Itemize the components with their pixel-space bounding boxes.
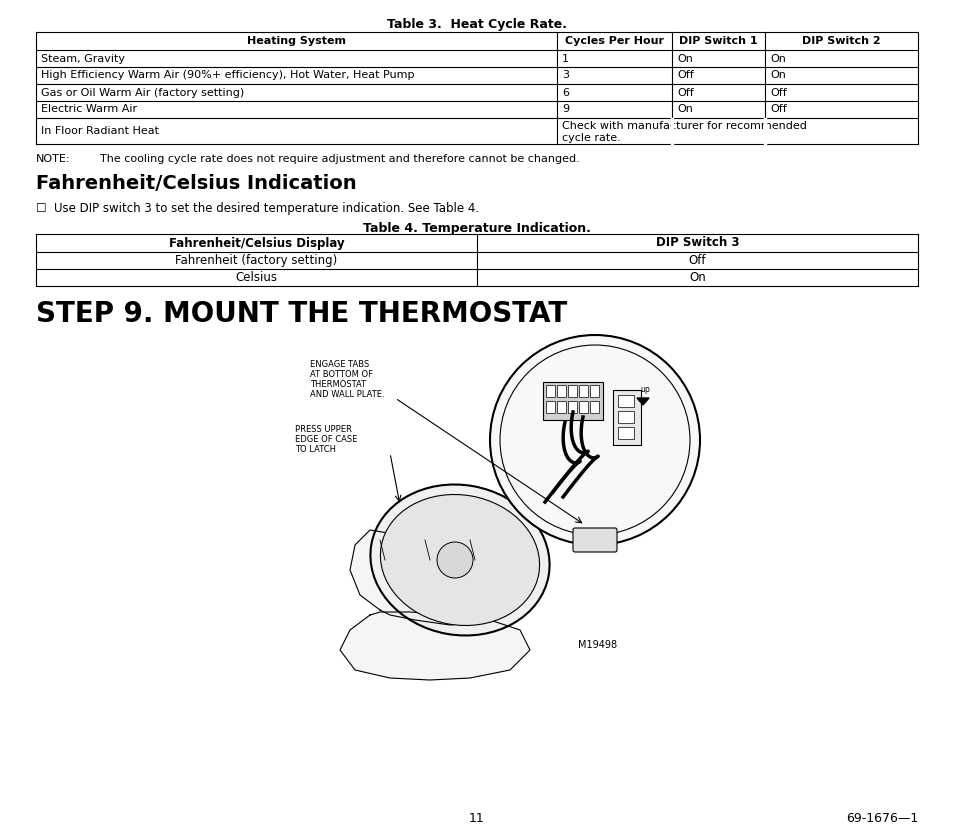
Bar — [545, 401, 555, 413]
Bar — [589, 401, 598, 413]
Text: Heating System: Heating System — [247, 36, 346, 46]
Text: Steam, Gravity: Steam, Gravity — [41, 54, 125, 64]
Text: Off: Off — [688, 254, 705, 267]
Text: up: up — [639, 386, 649, 395]
Bar — [618, 411, 634, 423]
Text: Off: Off — [677, 71, 693, 81]
Text: 9: 9 — [561, 104, 569, 114]
Text: DIP Switch 1: DIP Switch 1 — [679, 36, 757, 46]
Text: 3: 3 — [561, 71, 568, 81]
Text: ENGAGE TABS: ENGAGE TABS — [310, 360, 369, 369]
Text: Off: Off — [677, 87, 693, 97]
Bar — [578, 401, 587, 413]
Text: THERMOSTAT: THERMOSTAT — [310, 380, 366, 389]
Text: Check with manufacturer for recommended: Check with manufacturer for recommended — [561, 121, 806, 131]
Text: Table 3.  Heat Cycle Rate.: Table 3. Heat Cycle Rate. — [387, 18, 566, 31]
Bar — [589, 385, 598, 397]
Bar — [618, 395, 634, 407]
Bar — [557, 385, 565, 397]
Bar — [545, 385, 555, 397]
Ellipse shape — [380, 495, 539, 626]
Text: On: On — [769, 71, 785, 81]
Text: NOTE:: NOTE: — [36, 154, 71, 164]
Polygon shape — [339, 612, 530, 680]
Text: 6: 6 — [561, 87, 568, 97]
Text: M19498: M19498 — [578, 640, 617, 650]
Text: On: On — [677, 54, 692, 64]
Text: AT BOTTOM OF: AT BOTTOM OF — [310, 370, 373, 379]
Text: High Efficiency Warm Air (90%+ efficiency), Hot Water, Heat Pump: High Efficiency Warm Air (90%+ efficienc… — [41, 71, 414, 81]
Text: On: On — [688, 271, 705, 284]
Bar — [542, 382, 602, 420]
Polygon shape — [637, 398, 648, 405]
Text: 1: 1 — [561, 54, 568, 64]
Bar — [557, 401, 565, 413]
Text: EDGE OF CASE: EDGE OF CASE — [294, 435, 357, 444]
Text: Cycles Per Hour: Cycles Per Hour — [564, 36, 663, 46]
Text: Off: Off — [769, 87, 786, 97]
Text: On: On — [677, 104, 692, 114]
Text: 69-1676—1: 69-1676—1 — [845, 812, 917, 825]
Polygon shape — [350, 530, 535, 625]
Bar — [618, 427, 634, 439]
Text: Fahrenheit/Celsius Indication: Fahrenheit/Celsius Indication — [36, 174, 356, 193]
Text: Electric Warm Air: Electric Warm Air — [41, 104, 137, 114]
Text: In Floor Radiant Heat: In Floor Radiant Heat — [41, 126, 159, 136]
Text: Fahrenheit (factory setting): Fahrenheit (factory setting) — [175, 254, 337, 267]
Text: On: On — [769, 54, 785, 64]
Text: 11: 11 — [469, 812, 484, 825]
Text: cycle rate.: cycle rate. — [561, 133, 620, 143]
Text: TO LATCH: TO LATCH — [294, 445, 335, 454]
FancyBboxPatch shape — [573, 528, 617, 552]
Bar — [613, 390, 640, 445]
Text: ☐  Use DIP switch 3 to set the desired temperature indication. See Table 4.: ☐ Use DIP switch 3 to set the desired te… — [36, 202, 478, 215]
Bar — [578, 385, 587, 397]
Bar — [567, 385, 577, 397]
Bar — [567, 401, 577, 413]
Circle shape — [436, 542, 473, 578]
Text: AND WALL PLATE.: AND WALL PLATE. — [310, 390, 384, 399]
Text: Fahrenheit/Celsius Display: Fahrenheit/Celsius Display — [169, 237, 344, 249]
Text: Table 4. Temperature Indication.: Table 4. Temperature Indication. — [363, 222, 590, 235]
Text: DIP Switch 2: DIP Switch 2 — [801, 36, 880, 46]
Text: Celsius: Celsius — [235, 271, 277, 284]
Text: STEP 9. MOUNT THE THERMOSTAT: STEP 9. MOUNT THE THERMOSTAT — [36, 300, 567, 328]
Ellipse shape — [370, 485, 549, 636]
Text: DIP Switch 3: DIP Switch 3 — [655, 237, 739, 249]
Text: Off: Off — [769, 104, 786, 114]
Text: Gas or Oil Warm Air (factory setting): Gas or Oil Warm Air (factory setting) — [41, 87, 244, 97]
Circle shape — [490, 335, 700, 545]
Text: The cooling cycle rate does not require adjustment and therefore cannot be chang: The cooling cycle rate does not require … — [100, 154, 579, 164]
Text: PRESS UPPER: PRESS UPPER — [294, 425, 352, 434]
